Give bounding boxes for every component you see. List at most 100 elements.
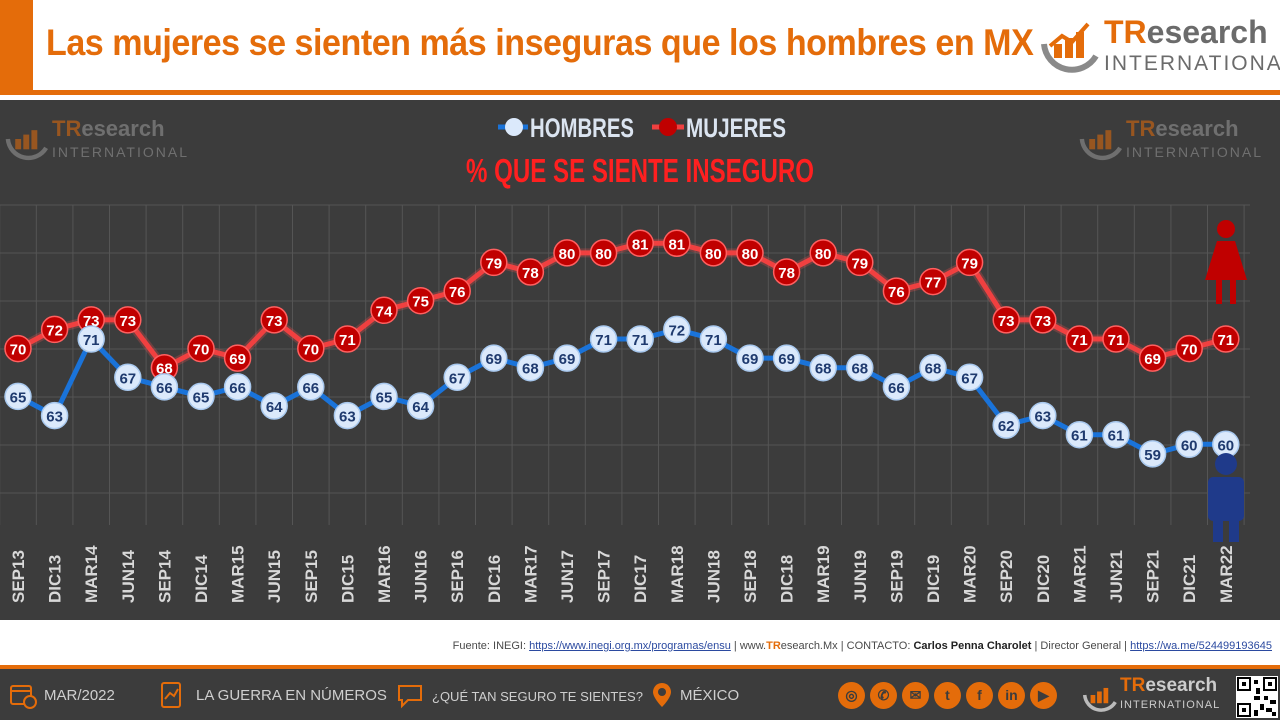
data-point-mujeres [772, 258, 801, 286]
data-point-mujeres [955, 248, 984, 277]
globe-icon[interactable]: ◎ [838, 682, 865, 709]
data-label-hombres: 63 [339, 409, 356, 426]
logo-brand-rest: esearch [81, 116, 165, 141]
data-label-hombres: 68 [815, 361, 832, 378]
mail-icon[interactable]: ✉ [902, 682, 929, 709]
data-point-mujeres [1212, 325, 1240, 353]
data-point-mujeres [1138, 344, 1167, 372]
logo-mark-icon [1041, 22, 1099, 73]
x-tick-label: DIC20 [1034, 555, 1053, 603]
logo-brand-tr: TR [1126, 116, 1156, 141]
data-point-hombres [846, 353, 874, 382]
data-label-mujeres: 79 [961, 255, 978, 272]
source-org: INEGI: [493, 640, 527, 652]
twitter-icon[interactable]: t [934, 682, 961, 709]
data-label-mujeres: 71 [1217, 332, 1234, 349]
data-point-mujeres [846, 248, 874, 277]
data-label-mujeres: 69 [1144, 351, 1161, 368]
data-point-mujeres [992, 306, 1020, 334]
x-tick-label: JUN16 [412, 550, 431, 603]
data-label-hombres: 71 [83, 332, 100, 349]
data-label-mujeres: 71 [1108, 332, 1125, 349]
data-label-mujeres: 73 [119, 313, 136, 330]
data-label-mujeres: 69 [229, 351, 246, 368]
youtube-icon[interactable]: ▶ [1030, 682, 1057, 709]
footer-source-line: Fuente: INEGI: https://www.inegi.org.mx/… [0, 640, 1272, 652]
data-label-mujeres: 77 [925, 275, 942, 292]
map-pin-icon [653, 683, 671, 707]
data-label-mujeres: 73 [83, 313, 100, 330]
data-label-hombres: 65 [10, 389, 27, 406]
x-tick-label: SEP20 [997, 550, 1016, 603]
data-label-mujeres: 80 [815, 246, 832, 263]
data-label-hombres: 63 [1034, 409, 1051, 426]
section-name: LA GUERRA EN NÚMEROS [196, 687, 387, 704]
data-point-hombres [333, 401, 362, 430]
x-tick-label: SEP14 [155, 550, 174, 603]
data-label-mujeres: 76 [449, 284, 466, 301]
contact-link[interactable]: https://wa.me/524499193645 [1130, 640, 1272, 652]
x-tick-label: SEP18 [741, 550, 760, 603]
data-label-mujeres: 70 [1181, 342, 1198, 359]
logo-brand-rest: esearch [1155, 116, 1239, 141]
man-icon [1208, 453, 1244, 542]
site-prefix: | www. [733, 640, 767, 652]
qr-code-icon[interactable] [1236, 676, 1278, 718]
data-point-hombres [1065, 420, 1094, 449]
data-label-mujeres: 68 [156, 361, 173, 378]
x-tick-label: SEP19 [887, 550, 906, 603]
phone-icon[interactable]: ✆ [870, 682, 897, 709]
data-point-hombres [480, 344, 508, 372]
calendar-icon [10, 685, 37, 709]
x-tick-label: JUN21 [1107, 550, 1126, 603]
speech-bubble-icon [398, 685, 422, 709]
x-tick-label: MAR14 [82, 545, 101, 603]
data-label-mujeres: 71 [339, 332, 356, 349]
watermark-logo-left: TResearch INTERNATIONAL [2, 114, 187, 164]
logo-mark-icon [5, 130, 49, 161]
data-point-hombres [589, 325, 618, 353]
chart-panel: TResearch INTERNATIONAL TResearch INTERN… [0, 100, 1280, 620]
data-label-hombres: 69 [778, 351, 795, 368]
header-accent-bar [0, 0, 33, 93]
logo-subtitle: INTERNATIONAL [1120, 699, 1221, 711]
data-point-mujeres [260, 306, 288, 334]
data-label-hombres: 59 [1144, 447, 1161, 464]
data-point-hombres [626, 325, 654, 353]
contact-label: | CONTACTO: [840, 640, 911, 652]
data-label-mujeres: 80 [705, 246, 722, 263]
data-label-hombres: 61 [1071, 428, 1088, 445]
data-point-mujeres [480, 248, 508, 277]
facebook-icon[interactable]: f [966, 682, 993, 709]
data-label-hombres: 65 [193, 389, 210, 406]
logo-subtitle: INTERNATIONAL [1104, 52, 1280, 75]
data-point-hombres [187, 382, 215, 411]
logo-mark-icon [1082, 687, 1117, 712]
data-label-mujeres: 73 [1034, 313, 1051, 330]
data-point-mujeres [1102, 325, 1130, 353]
series-line-hombres [16, 326, 1226, 457]
data-label-mujeres: 70 [193, 342, 210, 359]
data-point-mujeres [297, 334, 325, 363]
data-point-mujeres [114, 306, 142, 334]
data-label-mujeres: 71 [1071, 332, 1088, 349]
data-point-hombres [370, 382, 398, 411]
chart-title: % QUE SE SIENTE INSEGURO [466, 152, 814, 189]
source-link[interactable]: https://www.inegi.org.mx/programas/ensu [529, 640, 731, 652]
data-point-mujeres [187, 334, 215, 363]
legend-marker-hombres [505, 118, 523, 136]
data-label-hombres: 61 [1108, 428, 1125, 445]
data-point-mujeres [4, 334, 32, 363]
data-point-hombres [77, 325, 105, 353]
data-label-hombres: 66 [229, 380, 246, 397]
data-label-hombres: 69 [742, 351, 759, 368]
x-tick-label: DIC17 [631, 555, 650, 603]
linkedin-icon[interactable]: in [998, 682, 1025, 709]
data-point-hombres [955, 363, 984, 392]
page-title: Las mujeres se sienten más inseguras que… [46, 22, 1034, 63]
data-point-hombres [114, 363, 142, 392]
data-point-hombres [406, 392, 435, 420]
data-point-mujeres [1175, 334, 1203, 363]
data-point-hombres [919, 353, 947, 382]
data-label-hombres: 66 [302, 380, 319, 397]
